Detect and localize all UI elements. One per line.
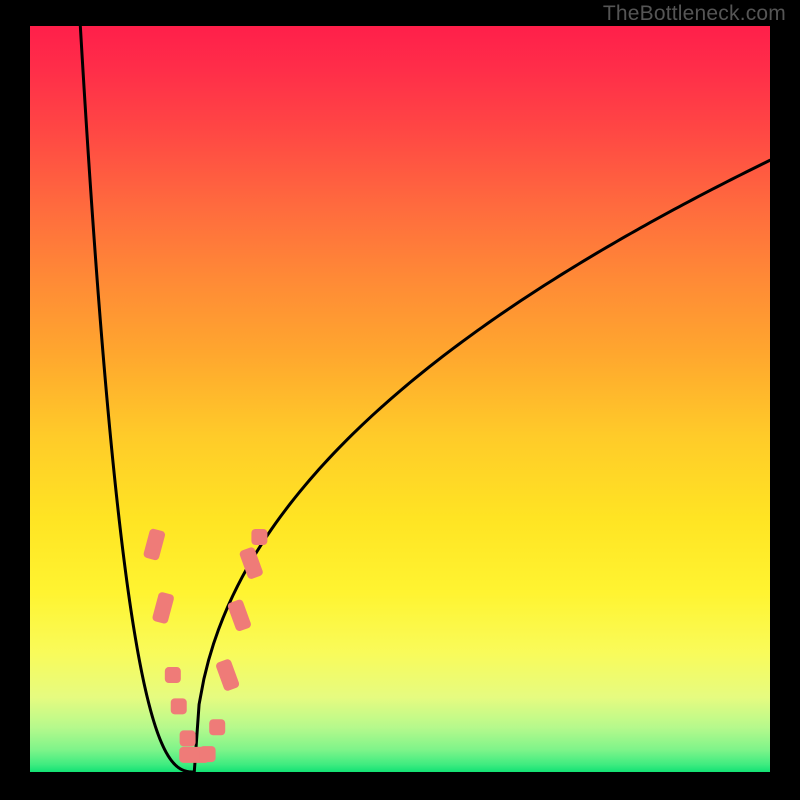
marker	[200, 746, 216, 762]
watermark-label: TheBottleneck.com	[603, 2, 786, 26]
marker	[209, 719, 225, 735]
plot-svg	[0, 0, 800, 800]
marker	[165, 667, 181, 683]
marker	[180, 730, 196, 746]
chart-container: TheBottleneck.com	[0, 0, 800, 800]
marker	[251, 529, 267, 545]
marker	[171, 698, 187, 714]
plot-background	[30, 26, 770, 772]
